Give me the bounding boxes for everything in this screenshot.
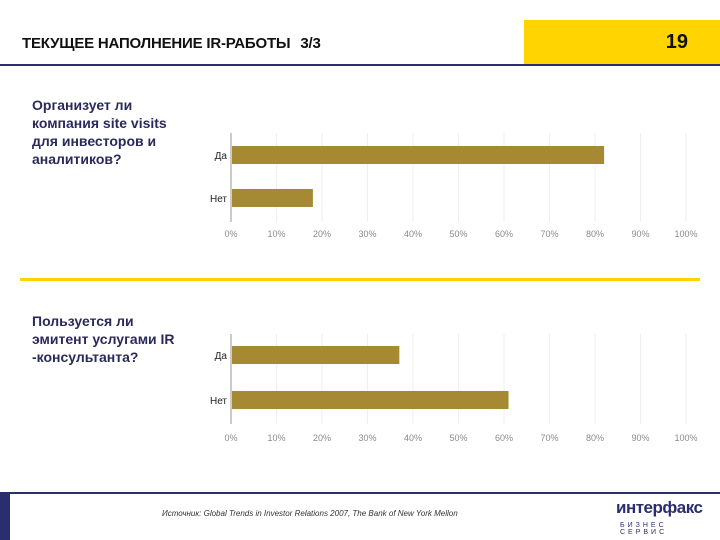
question-site-visits: Организует ли компания site visits для и…	[32, 97, 167, 167]
x-tick-label: 50%	[449, 433, 467, 443]
category-label: Да	[215, 151, 228, 162]
x-tick-label: 50%	[449, 229, 467, 239]
section-divider	[20, 278, 700, 281]
x-tick-label: 0%	[224, 229, 237, 239]
x-tick-label: 80%	[586, 229, 604, 239]
x-tick-label: 100%	[674, 229, 697, 239]
x-tick-label: 60%	[495, 229, 513, 239]
question-ir-consultant: Пользуется ли эмитент услугами IR -консу…	[32, 313, 175, 365]
category-label: Да	[215, 351, 228, 362]
logo-main-text: интерфакс	[616, 498, 703, 517]
header-divider	[0, 64, 720, 66]
page-subtitle: 3/3	[300, 35, 321, 52]
category-label: Нет	[210, 194, 227, 205]
page-number: 19	[665, 31, 688, 53]
page-number-box: 19	[524, 20, 720, 64]
bar	[232, 391, 509, 409]
x-tick-label: 20%	[313, 433, 331, 443]
bar	[232, 146, 605, 164]
logo-sub-text: БИЗНЕС СЕРВИС	[620, 522, 668, 536]
x-tick-label: 10%	[267, 229, 285, 239]
page-title: ТЕКУЩЕЕ НАПОЛНЕНИЕ IR-РАБОТЫ 3/3	[22, 35, 321, 52]
footer-accent	[0, 492, 10, 540]
x-tick-label: 70%	[540, 229, 558, 239]
x-tick-label: 100%	[674, 433, 697, 443]
x-tick-label: 20%	[313, 229, 331, 239]
source-note: Источник: Global Trends in Investor Rela…	[162, 509, 458, 518]
x-tick-label: 30%	[358, 433, 376, 443]
x-tick-label: 40%	[404, 433, 422, 443]
bar	[232, 346, 400, 364]
footer-divider	[0, 492, 720, 494]
x-tick-label: 80%	[586, 433, 604, 443]
interfax-logo: интерфакс БИЗНЕС СЕРВИС	[616, 498, 712, 538]
x-tick-label: 30%	[358, 229, 376, 239]
x-tick-label: 70%	[540, 433, 558, 443]
page-title-text: ТЕКУЩЕЕ НАПОЛНЕНИЕ IR-РАБОТЫ	[22, 35, 291, 52]
x-tick-label: 40%	[404, 229, 422, 239]
category-label: Нет	[210, 396, 227, 407]
x-tick-label: 0%	[224, 433, 237, 443]
x-tick-label: 10%	[267, 433, 285, 443]
bar	[232, 189, 313, 207]
x-tick-label: 90%	[631, 229, 649, 239]
x-tick-label: 60%	[495, 433, 513, 443]
x-tick-label: 90%	[631, 433, 649, 443]
